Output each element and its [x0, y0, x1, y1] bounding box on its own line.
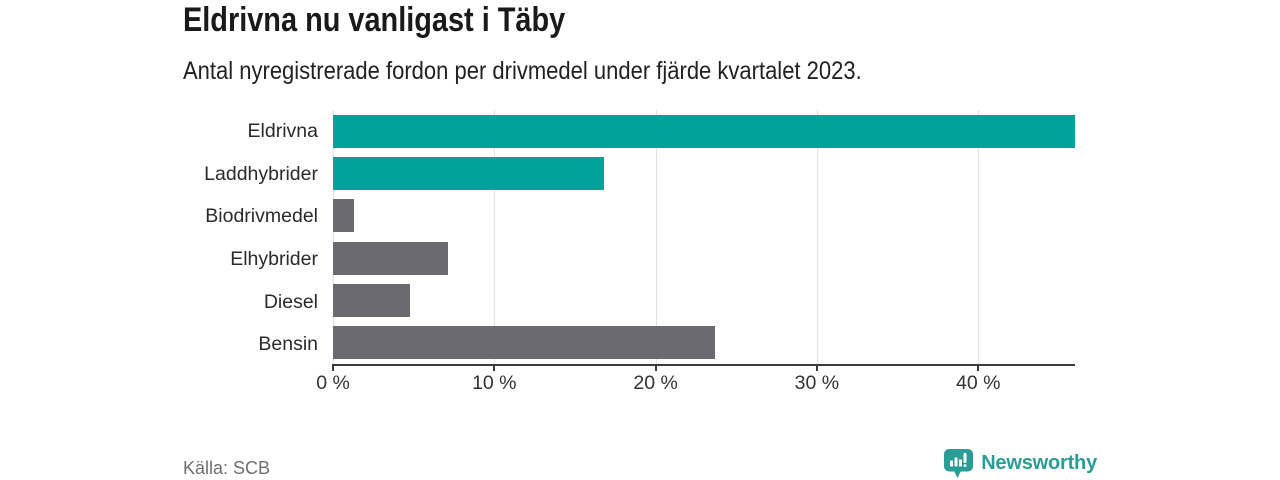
grid-line [655, 110, 657, 364]
axis-tick [815, 364, 818, 371]
category-label-biodrivmedel: Biodrivmedel [205, 205, 318, 228]
bar-elhybrider [333, 241, 448, 275]
chart-title: Eldrivna nu vanligast i Täby [183, 1, 566, 39]
bar-bensin [333, 326, 716, 360]
axis-tick-label: 0 % [316, 372, 350, 394]
newsworthy-barchart-bubble-icon [944, 449, 974, 478]
axis-tick-label: 10 % [472, 372, 517, 394]
bar-row [333, 322, 1075, 364]
axis-tick [493, 364, 496, 371]
chart-subtitle: Antal nyregistrerade fordon per drivmede… [183, 57, 862, 85]
newsworthy-logo: Newsworthy [943, 448, 1097, 479]
axis-tick [332, 364, 334, 371]
category-label-elhybrider: Elhybrider [230, 247, 318, 270]
category-label-laddhybrider: Laddhybrider [204, 162, 318, 185]
bar-row [333, 110, 1075, 152]
bar-laddhybrider [333, 156, 604, 190]
grid-line [494, 110, 496, 364]
bar-row [333, 152, 1075, 194]
grid-line [816, 110, 818, 364]
bar-row [333, 195, 1075, 237]
axis-tick-label: 30 % [794, 372, 840, 394]
bar-diesel [333, 283, 411, 317]
bar-row [333, 279, 1075, 321]
category-label-bensin: Bensin [258, 333, 318, 356]
grid-line [333, 110, 334, 364]
bar-row [333, 237, 1075, 279]
axis-tick-label: 20 % [633, 372, 678, 394]
bar-biodrivmedel [333, 199, 354, 233]
grid-line [978, 110, 980, 364]
category-axis: Eldrivna Laddhybrider Biodrivmedel Elhybrid… [0, 110, 318, 366]
bar-eldrivna [333, 114, 1075, 148]
axis-tick-label: 40 % [955, 372, 1001, 394]
axis-tick [654, 364, 657, 371]
newsworthy-wordmark: Newsworthy [981, 452, 1097, 474]
category-label-diesel: Diesel [263, 290, 318, 313]
source-label: Källa: SCB [183, 458, 271, 478]
plot-area: 0 % 10 % 20 % 30 % 40 % [316, 110, 1075, 394]
category-label-eldrivna: Eldrivna [247, 119, 318, 142]
axis-tick [977, 364, 980, 371]
